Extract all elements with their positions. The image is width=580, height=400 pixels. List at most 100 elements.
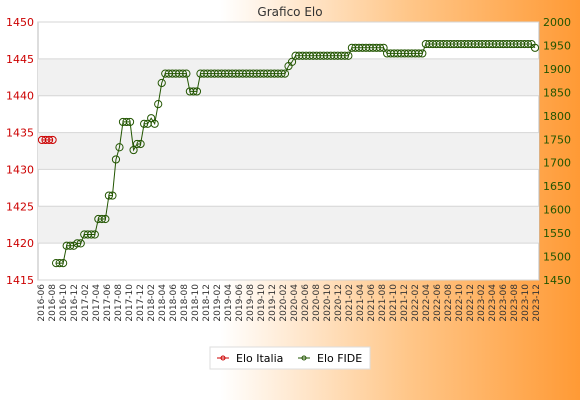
legend-entry-elo-fide: Elo FIDE <box>298 352 362 365</box>
x-tick-label: 2016-10 <box>59 284 69 322</box>
data-point-elo-fide <box>59 259 68 268</box>
x-tick-label: 2022-08 <box>444 284 454 322</box>
grid-band <box>38 206 539 244</box>
x-tick-label: 2017-08 <box>114 284 124 322</box>
legend-marker-elo-fide <box>301 355 307 361</box>
legend-label-elo-fide: Elo FIDE <box>317 352 362 365</box>
data-point-elo-fide <box>192 87 202 96</box>
x-tick-label: 2020-02 <box>279 284 289 322</box>
x-tick-label: 2023-12 <box>532 284 542 322</box>
data-point-elo-fide <box>97 214 106 224</box>
chart-title: Grafico Elo <box>257 5 322 19</box>
y-right-tick-label: 1800 <box>543 110 571 123</box>
y-right-tick-label: 2000 <box>543 16 571 29</box>
x-tick-label: 2018-10 <box>191 284 201 322</box>
legend-label-elo-italia: Elo Italia <box>236 352 283 365</box>
x-tick-label: 2017-10 <box>125 284 135 322</box>
x-tick-label: 2022-06 <box>433 284 443 322</box>
y-right-tick-label: 1600 <box>543 204 571 217</box>
x-tick-label: 2016-08 <box>48 284 58 322</box>
data-point-elo-fide <box>140 119 149 128</box>
y-left-tick-label: 1445 <box>6 53 34 66</box>
x-tick-label: 2016-06 <box>37 284 47 322</box>
data-point-elo-fide <box>76 239 85 248</box>
data-point-elo-fide <box>344 51 353 60</box>
y-left-tick-label: 1435 <box>6 127 34 140</box>
x-tick-label: 2019-10 <box>257 284 267 322</box>
y-left-tick-label: 1415 <box>6 274 34 287</box>
data-point-elo-fide <box>104 191 114 200</box>
x-tick-label: 2021-08 <box>378 284 388 322</box>
x-tick-label: 2018-06 <box>169 284 179 322</box>
x-tick-label: 2023-08 <box>510 284 520 322</box>
x-tick-label: 2021-02 <box>345 284 355 322</box>
y-right-tick-label: 1550 <box>543 227 571 240</box>
x-tick-label: 2020-10 <box>323 284 333 322</box>
y-left-tick-label: 1440 <box>6 90 34 103</box>
data-point-elo-fide <box>277 69 286 78</box>
x-tick-label: 2019-06 <box>235 284 245 322</box>
x-tick-label: 2022-02 <box>411 284 421 322</box>
x-tick-label: 2022-10 <box>455 284 465 322</box>
x-tick-label: 2018-12 <box>202 284 212 322</box>
x-tick-label: 2019-02 <box>213 284 223 322</box>
x-axis: 2016-06 2016-08 2016-10 2016-12 2017-02 2017-… <box>37 284 542 322</box>
x-tick-label: 2017-12 <box>136 284 146 322</box>
data-point-elo-fide <box>418 49 427 58</box>
x-tick-label: 2021-12 <box>400 284 410 322</box>
y-left-tick-label: 1430 <box>6 163 34 176</box>
y-right-tick-label: 1700 <box>543 157 571 170</box>
data-point-elo-fide <box>108 191 117 200</box>
y-right-tick-label: 1750 <box>543 133 571 146</box>
y-right-tick-label: 1950 <box>543 39 571 52</box>
y-right-tick-label: 1900 <box>543 63 571 76</box>
x-tick-label: 2016-12 <box>70 284 80 322</box>
x-tick-label: 2017-06 <box>103 284 113 322</box>
x-tick-label: 2017-02 <box>81 284 91 322</box>
x-tick-label: 2018-02 <box>147 284 157 322</box>
x-tick-label: 2020-08 <box>312 284 322 322</box>
legend-marker-elo-italia <box>220 355 226 361</box>
data-point-elo-fide <box>375 43 385 52</box>
x-tick-label: 2019-04 <box>224 284 234 322</box>
legend-box <box>209 346 371 370</box>
x-tick-label: 2023-10 <box>521 284 531 322</box>
y-left-tick-label: 1450 <box>6 16 34 29</box>
x-tick-label: 2018-08 <box>180 284 190 322</box>
x-tick-label: 2023-04 <box>488 284 498 322</box>
y-left-tick-label: 1425 <box>6 200 34 213</box>
x-tick-label: 2021-04 <box>356 284 366 322</box>
data-point-elo-fide <box>55 259 64 268</box>
x-tick-label: 2023-02 <box>477 284 487 322</box>
x-tick-label: 2020-12 <box>334 284 344 322</box>
left-axis: 1415 1420 1425 1430 1435 1440 1445 1450 <box>6 16 34 287</box>
data-point-elo-fide <box>280 69 290 78</box>
x-tick-label: 2019-08 <box>246 284 256 322</box>
data-point-elo-fide <box>189 87 198 96</box>
data-point-elo-fide <box>132 139 142 149</box>
legend: Elo Italia Elo FIDE <box>209 346 371 370</box>
data-point-elo-fide <box>73 239 82 248</box>
data-point-elo-fide <box>115 143 124 152</box>
y-right-tick-label: 1850 <box>543 86 571 99</box>
data-point-elo-fide <box>157 78 166 88</box>
y-right-tick-label: 1650 <box>543 180 571 193</box>
data-point-elo-fide <box>414 49 423 58</box>
data-point-elo-italia <box>48 135 57 145</box>
x-tick-label: 2023-06 <box>499 284 509 322</box>
x-tick-label: 2020-06 <box>301 284 311 322</box>
y-left-tick-label: 1420 <box>6 237 34 250</box>
x-tick-label: 2019-12 <box>268 284 278 322</box>
x-tick-label: 2022-04 <box>422 284 432 322</box>
x-tick-label: 2017-04 <box>92 284 102 322</box>
data-point-elo-fide <box>90 230 99 239</box>
x-tick-label: 2020-04 <box>290 284 300 322</box>
data-point-elo-fide <box>178 69 187 78</box>
x-tick-label: 2022-12 <box>466 284 476 322</box>
data-point-elo-fide <box>66 241 75 250</box>
data-point-elo-fide <box>154 99 163 109</box>
data-point-elo-fide <box>340 51 349 60</box>
series-layer <box>37 39 540 268</box>
data-point-elo-fide <box>287 57 297 66</box>
